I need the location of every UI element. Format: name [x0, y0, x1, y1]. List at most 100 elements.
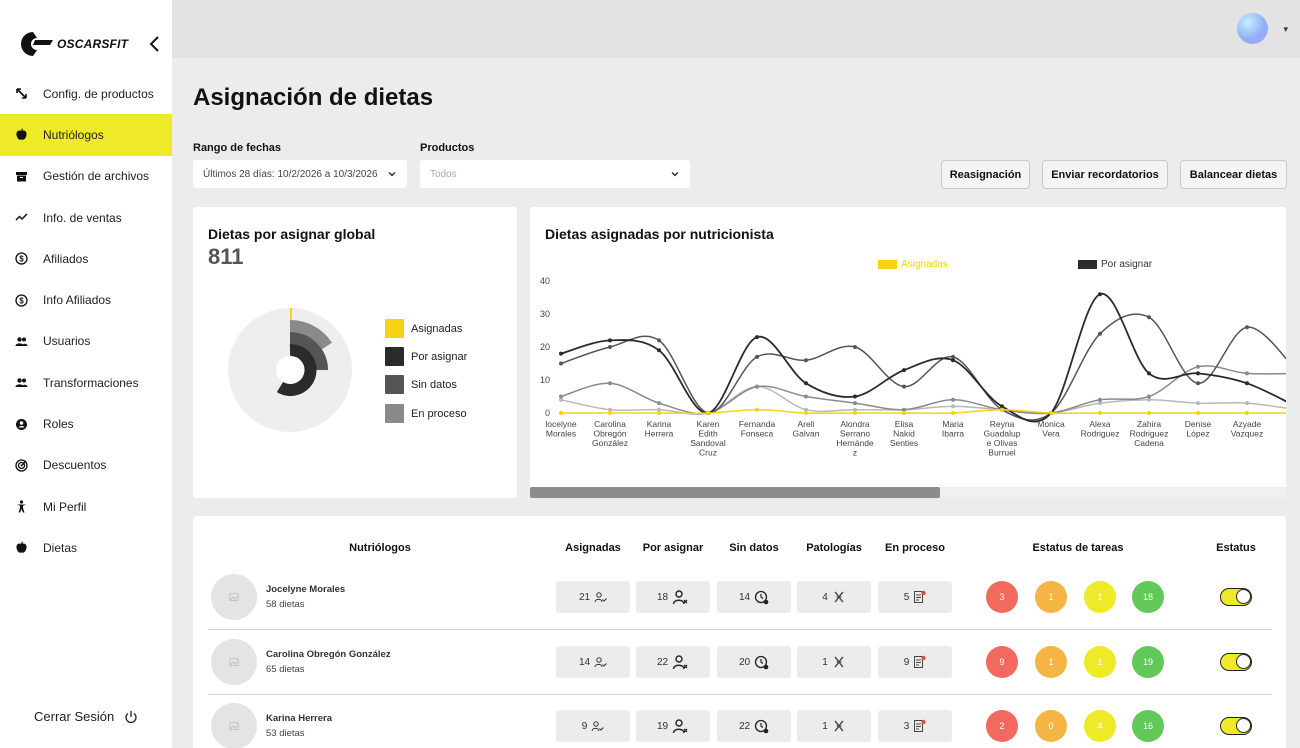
nutritionist-name[interactable]: Carolina Obregón González: [266, 649, 391, 660]
series-0-point-0[interactable]: [559, 411, 563, 415]
stat-pending[interactable]: 19: [636, 710, 710, 742]
series-2-point-1[interactable]: [608, 345, 612, 349]
chevron-down-icon[interactable]: ▾: [1283, 24, 1288, 34]
products-select[interactable]: Todos: [420, 160, 690, 188]
series-2-point-11[interactable]: [1098, 331, 1102, 336]
task-status-badge[interactable]: 2: [986, 710, 1018, 742]
series-0-point-8[interactable]: [951, 411, 955, 415]
series-1-point-7[interactable]: [902, 368, 906, 373]
status-toggle[interactable]: [1220, 588, 1252, 606]
sidebar-item-usuarios[interactable]: Usuarios: [0, 321, 172, 362]
series-0-point-6[interactable]: [853, 411, 857, 415]
legend-por-asignar[interactable]: Por asignar: [1078, 259, 1152, 270]
series-1-point-1[interactable]: [608, 338, 612, 343]
task-status-badge[interactable]: 1: [1084, 581, 1116, 613]
series-0-point-3[interactable]: [706, 411, 710, 415]
series-1-point-2[interactable]: [657, 348, 661, 353]
task-status-badge[interactable]: 4: [1084, 710, 1116, 742]
series-2-point-14[interactable]: [1245, 325, 1249, 330]
series-1-point-5[interactable]: [804, 381, 808, 386]
sidebar-item-nutriologos[interactable]: Nutriólogos: [0, 114, 172, 156]
brand-logo[interactable]: OSCARSFIT: [13, 30, 128, 58]
chart-scroll-thumb[interactable]: [530, 487, 940, 498]
series-3-point-2[interactable]: [657, 401, 661, 406]
series-0-point-10[interactable]: [1049, 411, 1053, 415]
series-2-point-5[interactable]: [804, 358, 808, 363]
series-0-point-7[interactable]: [902, 411, 906, 415]
series-1-point-0[interactable]: [559, 351, 563, 356]
series-0-point-5[interactable]: [804, 411, 808, 415]
series-4-point-5[interactable]: [804, 407, 808, 412]
series-1-point-11[interactable]: [1098, 292, 1102, 297]
series-2-point-7[interactable]: [902, 384, 906, 389]
stat-pending[interactable]: 18: [636, 581, 710, 613]
series-0-point-11[interactable]: [1098, 411, 1102, 415]
series-3-point-13[interactable]: [1196, 364, 1200, 369]
series-4-point-2[interactable]: [657, 407, 661, 412]
series-2-point-6[interactable]: [853, 345, 857, 349]
task-status-badge[interactable]: 1: [1035, 646, 1067, 678]
series-1-point-14[interactable]: [1245, 381, 1249, 386]
stat-assigned[interactable]: 9: [556, 710, 630, 742]
series-3-point-5[interactable]: [804, 394, 808, 399]
sidebar-item-config-de-productos[interactable]: Config. de productos: [0, 73, 172, 114]
stat-inprocess[interactable]: 3: [878, 710, 952, 742]
user-avatar[interactable]: [1237, 13, 1268, 44]
stat-pathologies[interactable]: 1: [797, 646, 871, 678]
task-status-badge[interactable]: 9: [986, 646, 1018, 678]
series-0-point-13[interactable]: [1196, 411, 1200, 415]
chart-scrollbar[interactable]: [530, 487, 1286, 498]
series-4-point-12[interactable]: [1147, 397, 1151, 402]
series-1-point-4[interactable]: [755, 335, 759, 340]
stat-pathologies[interactable]: 1: [797, 710, 871, 742]
series-4-point-14[interactable]: [1245, 401, 1249, 406]
series-3-point-12[interactable]: [1147, 394, 1151, 399]
sidebar-item-descuentos[interactable]: Descuentos: [0, 445, 172, 486]
series-0-point-12[interactable]: [1147, 411, 1151, 415]
series-1-point-12[interactable]: [1147, 371, 1151, 376]
avatar[interactable]: [211, 703, 257, 748]
series-3-point-4[interactable]: [755, 384, 759, 389]
collapse-sidebar-icon[interactable]: [147, 35, 163, 53]
series-3-point-1[interactable]: [608, 381, 612, 386]
task-status-badge[interactable]: 19: [1132, 646, 1164, 678]
series-3-point-11[interactable]: [1098, 397, 1102, 402]
series-4-point-1[interactable]: [608, 407, 612, 412]
series-2-point-2[interactable]: [657, 338, 661, 343]
series-2-point-8[interactable]: [951, 354, 955, 359]
stat-nodata[interactable]: 22: [717, 710, 791, 742]
series-2-point-13[interactable]: [1196, 381, 1200, 386]
stat-inprocess[interactable]: 5: [878, 581, 952, 613]
series-3-point-0[interactable]: [559, 394, 563, 399]
logout-button[interactable]: Cerrar Sesión: [34, 709, 138, 724]
series-1-point-9[interactable]: [1000, 404, 1004, 409]
series-4-point-13[interactable]: [1196, 401, 1200, 406]
sidebar-item-info-de-ventas[interactable]: Info. de ventas: [0, 197, 172, 238]
stat-nodata[interactable]: 14: [717, 581, 791, 613]
sidebar-item-transformaciones[interactable]: Transformaciones: [0, 362, 172, 403]
avatar[interactable]: [211, 574, 257, 620]
sidebar-item-roles[interactable]: Roles: [0, 403, 172, 444]
series-3-point-8[interactable]: [951, 397, 955, 402]
task-status-badge[interactable]: 1: [1035, 581, 1067, 613]
series-4-point-11[interactable]: [1098, 401, 1102, 406]
nutritionist-name[interactable]: Jocelyne Morales: [266, 584, 346, 595]
nutritionist-name[interactable]: Karina Herrera: [266, 713, 333, 724]
status-toggle[interactable]: [1220, 717, 1252, 735]
task-status-badge[interactable]: 16: [1132, 710, 1164, 742]
series-2-point-4[interactable]: [755, 354, 759, 359]
sidebar-item-mi-perfil[interactable]: Mi Perfil: [0, 486, 172, 527]
series-0-point-9[interactable]: [1000, 407, 1004, 412]
series-3-point-6[interactable]: [853, 401, 857, 406]
stat-pathologies[interactable]: 4: [797, 581, 871, 613]
sidebar-item-afiliados[interactable]: $ Afiliados: [0, 238, 172, 279]
sidebar-item-gestion-de-archivos[interactable]: Gestión de archivos: [0, 156, 172, 197]
task-status-badge[interactable]: 18: [1132, 581, 1164, 613]
stat-inprocess[interactable]: 9: [878, 646, 952, 678]
sidebar-item-info-afiliados[interactable]: $ Info Afiliados: [0, 279, 172, 320]
series-0-point-2[interactable]: [657, 411, 661, 415]
stat-nodata[interactable]: 20: [717, 646, 791, 678]
stat-assigned[interactable]: 14: [556, 646, 630, 678]
series-4-point-6[interactable]: [853, 407, 857, 412]
date-range-select[interactable]: Últimos 28 días: 10/2/2026 a 10/3/2026: [193, 160, 407, 188]
